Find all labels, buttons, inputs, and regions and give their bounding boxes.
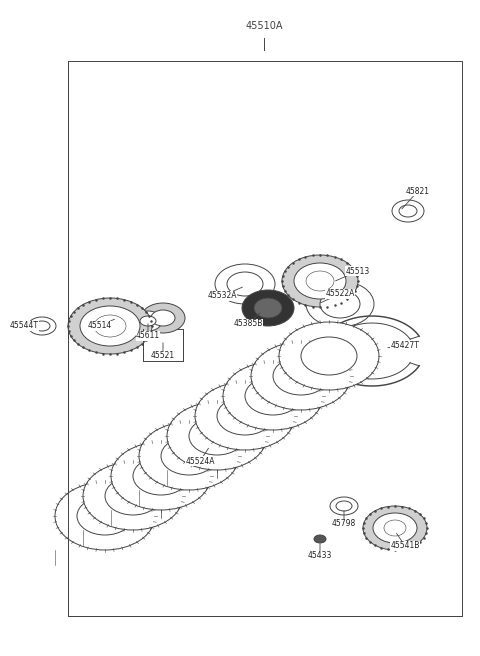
Text: 45532A: 45532A: [207, 291, 237, 300]
Ellipse shape: [301, 337, 357, 375]
Ellipse shape: [141, 303, 185, 333]
Ellipse shape: [242, 290, 294, 326]
Ellipse shape: [399, 205, 417, 217]
Text: 45611: 45611: [136, 331, 160, 340]
Bar: [143, 329, 183, 361]
Ellipse shape: [254, 298, 282, 318]
Ellipse shape: [282, 255, 358, 307]
Ellipse shape: [251, 342, 351, 410]
Text: 45522A: 45522A: [325, 289, 355, 298]
Text: 45427T: 45427T: [391, 342, 420, 350]
Ellipse shape: [314, 535, 326, 543]
Text: 45521: 45521: [151, 352, 175, 361]
Ellipse shape: [105, 477, 161, 515]
Text: 45541B: 45541B: [390, 541, 420, 550]
Ellipse shape: [195, 382, 295, 450]
Ellipse shape: [140, 316, 156, 326]
Text: 45433: 45433: [308, 552, 332, 560]
Ellipse shape: [111, 442, 211, 510]
Ellipse shape: [330, 497, 358, 515]
Ellipse shape: [373, 513, 417, 543]
Bar: [68, 61, 462, 616]
Ellipse shape: [94, 315, 126, 337]
Text: 45514: 45514: [88, 321, 112, 331]
Ellipse shape: [80, 306, 140, 346]
Ellipse shape: [336, 501, 352, 511]
Ellipse shape: [215, 264, 275, 304]
Ellipse shape: [55, 482, 155, 550]
Ellipse shape: [161, 437, 217, 475]
Ellipse shape: [320, 290, 360, 318]
Text: 45385B: 45385B: [233, 319, 263, 329]
Ellipse shape: [392, 200, 424, 222]
Ellipse shape: [167, 402, 267, 470]
Ellipse shape: [363, 506, 427, 550]
Ellipse shape: [134, 311, 162, 331]
Ellipse shape: [217, 397, 273, 435]
Ellipse shape: [133, 457, 189, 495]
Ellipse shape: [83, 462, 183, 530]
Ellipse shape: [306, 271, 334, 291]
Text: 45524A: 45524A: [185, 457, 215, 466]
Text: 45510A: 45510A: [245, 21, 283, 31]
Ellipse shape: [28, 317, 56, 335]
Ellipse shape: [139, 422, 239, 490]
Ellipse shape: [227, 272, 263, 296]
Ellipse shape: [189, 417, 245, 455]
Ellipse shape: [294, 263, 346, 299]
Ellipse shape: [68, 298, 152, 354]
Ellipse shape: [34, 321, 50, 331]
Ellipse shape: [223, 362, 323, 430]
Ellipse shape: [273, 357, 329, 395]
Text: 45798: 45798: [332, 520, 356, 529]
Ellipse shape: [77, 497, 133, 535]
Ellipse shape: [279, 322, 379, 390]
Ellipse shape: [384, 520, 406, 536]
Text: 45544T: 45544T: [10, 321, 38, 331]
Ellipse shape: [245, 377, 301, 415]
Text: 45513: 45513: [346, 266, 370, 276]
Ellipse shape: [306, 281, 374, 327]
Text: 45821: 45821: [406, 186, 430, 195]
Ellipse shape: [151, 310, 175, 326]
